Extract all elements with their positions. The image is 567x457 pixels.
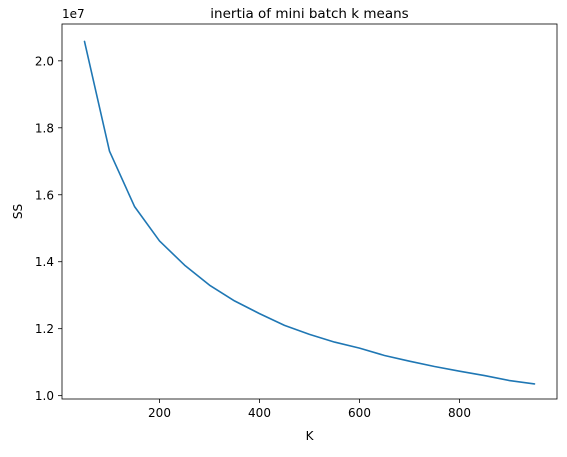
- x-tick-label: 200: [148, 406, 171, 420]
- series-line: [83, 40, 536, 385]
- x-axis-label: K: [306, 429, 315, 443]
- y-tick-label: 2.0: [35, 54, 54, 68]
- x-tick-label: 800: [448, 406, 471, 420]
- x-tick-label: 400: [248, 406, 271, 420]
- chart-title: inertia of mini batch k means: [210, 6, 408, 22]
- y-axis: 1.0 1.2 1.4 1.6 1.8 2.0: [35, 54, 62, 403]
- y-axis-offset-label: 1e7: [62, 7, 85, 21]
- y-tick-label: 1.8: [35, 121, 54, 135]
- y-axis-label: SS: [11, 204, 25, 219]
- x-tick-label: 600: [348, 406, 371, 420]
- y-tick-label: 1.2: [35, 322, 54, 336]
- y-tick-label: 1.6: [35, 188, 54, 202]
- y-tick-label: 1.0: [35, 389, 54, 403]
- series-layer: [83, 40, 536, 385]
- x-axis: 200 400 600 800: [148, 399, 471, 420]
- plot-frame: [61, 23, 558, 400]
- y-tick-label: 1.4: [35, 255, 54, 269]
